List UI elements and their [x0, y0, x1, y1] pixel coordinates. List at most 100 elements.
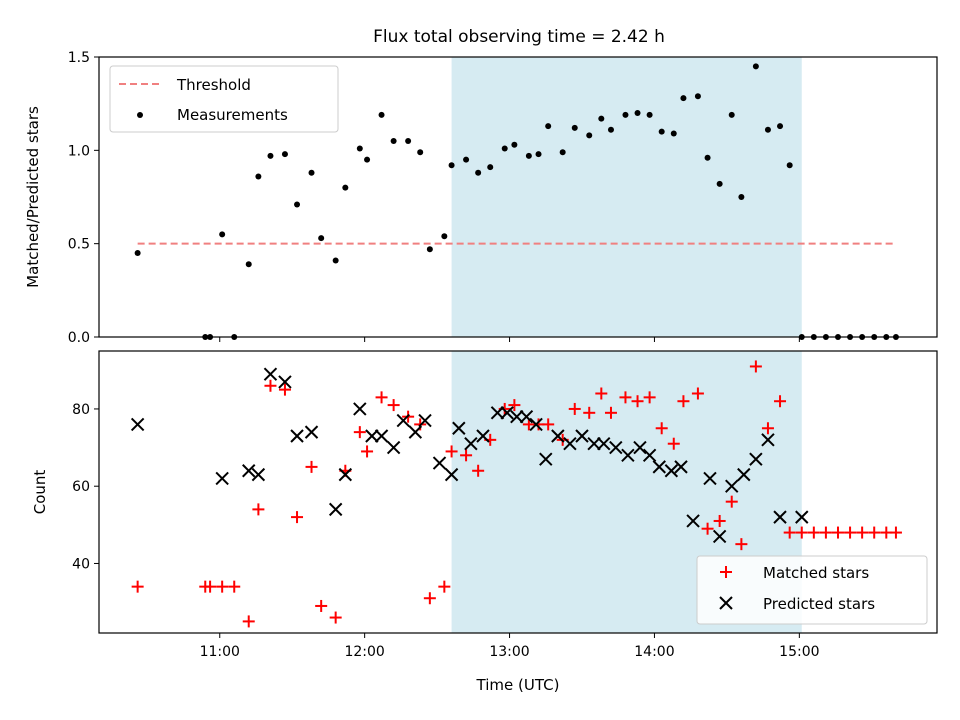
predicted-star-point: [490, 406, 505, 420]
measurement-point: [545, 123, 552, 130]
measurement-point: [219, 231, 226, 238]
predicted-star-point: [795, 510, 809, 524]
measurement-point: [475, 169, 482, 176]
predicted-star-point: [353, 402, 367, 416]
matched-star-point: [677, 395, 690, 408]
predicted-star-point: [374, 429, 389, 443]
predicted-star-point: [587, 437, 601, 451]
matched-star-point: [631, 395, 644, 408]
predicted-star-point: [418, 413, 432, 428]
matched-star-point: [604, 406, 617, 419]
matched-star-point: [264, 379, 277, 392]
measurement-point: [134, 250, 141, 256]
measurement-point: [525, 152, 532, 159]
predicted-star-point: [290, 429, 304, 443]
bottom-legend: Matched stars Predicted stars: [696, 555, 928, 625]
predicted-star-point: [551, 429, 565, 443]
top-y-ticks: 0.0 0.5 1.0 1.5: [68, 50, 99, 346]
predicted-star-point: [664, 464, 679, 478]
predicted-star-point: [563, 437, 577, 451]
measurement-point: [463, 156, 470, 163]
matched-star-point: [643, 391, 656, 404]
measurement-point: [255, 173, 262, 180]
predicted-star-point: [476, 429, 490, 443]
matched-star-point: [228, 580, 241, 593]
legend-matched-label: Matched stars: [763, 564, 869, 582]
predicted-star-point: [539, 452, 553, 466]
matched-star-point: [387, 399, 400, 412]
predicted-star-point: [386, 440, 401, 455]
matched-star-point: [252, 503, 265, 516]
matched-star-point: [438, 580, 451, 593]
legend-matched-marker: [720, 566, 732, 578]
bottom-axes-frame: [98, 350, 938, 634]
predicted-star-point: [365, 429, 379, 443]
matched-star-point: [619, 391, 632, 404]
predicted-star-point: [621, 448, 635, 463]
matched-star-point: [216, 580, 229, 593]
predicted-star-point: [396, 413, 410, 428]
predicted-star-point: [452, 421, 466, 435]
bottom-y-tick-label: 80: [72, 402, 90, 418]
matched-star-point: [725, 495, 738, 508]
top-x-ticks: [219, 337, 800, 342]
matched-star-point: [568, 402, 581, 415]
matched-star-point: [329, 611, 342, 624]
x-tick-label: 12:00: [344, 644, 384, 660]
legend-predicted-marker: [719, 596, 733, 610]
matched-star-point: [889, 526, 902, 539]
matched-star-point: [583, 406, 596, 419]
measurement-point: [571, 124, 578, 131]
matched-star-point: [783, 526, 796, 539]
measurement-point: [680, 95, 687, 102]
predicted-star-point: [712, 529, 727, 544]
measurement-point: [764, 126, 771, 133]
matched-star-point: [844, 526, 857, 539]
top-axes-frame: [98, 56, 938, 338]
matched-star-point: [242, 615, 255, 628]
matched-star-point: [701, 522, 714, 535]
predicted-star-point: [338, 467, 353, 482]
predicted-star-point: [500, 406, 514, 420]
matched-star-point: [807, 526, 820, 539]
measurement-point: [586, 132, 593, 139]
matched-star-point: [445, 445, 458, 458]
matched-star-point: [278, 383, 291, 396]
matched-star-point: [131, 580, 144, 593]
measurement-point: [607, 126, 614, 133]
top-y-axis-label: Matched/Predicted stars: [24, 106, 42, 288]
measurement-point: [318, 235, 325, 242]
matched-star-point: [749, 360, 762, 373]
legend-predicted-label: Predicted stars: [763, 595, 875, 613]
predicted-star-point: [529, 417, 543, 432]
measurement-point: [646, 111, 653, 118]
measurement-point: [511, 141, 518, 148]
measurement-point: [487, 164, 494, 171]
top-y-tick-label: 1.5: [68, 50, 90, 66]
matched-star-point: [819, 526, 832, 539]
bottom-x-ticks: 11:00 12:00 13:00 14:00 15:00: [200, 633, 820, 660]
observing-window-span-top: [451, 57, 802, 337]
matched-star-point: [774, 395, 787, 408]
predicted-star-point: [761, 433, 775, 447]
matched-star-point: [795, 526, 808, 539]
top-y-tick-label: 1.0: [68, 143, 90, 159]
predicted-star-point: [278, 375, 292, 389]
predicted-star-point: [510, 409, 524, 424]
measurement-point: [752, 63, 759, 70]
predicted-star-point: [444, 467, 459, 482]
measurement-point: [332, 257, 339, 264]
measurement-point: [417, 149, 424, 156]
measurement-point: [281, 151, 288, 158]
predicted-star-point: [633, 440, 647, 455]
matched-star-point: [542, 418, 555, 431]
measurement-point: [634, 110, 641, 116]
chart-title: Flux total observing time = 2.42 h: [373, 27, 665, 47]
predicted-star-point: [519, 409, 534, 424]
measurement-point: [405, 138, 412, 144]
predicted-star-point: [432, 456, 447, 470]
predicted-star-point: [773, 510, 787, 524]
matched-star-point: [353, 426, 366, 439]
measurement-point: [426, 246, 433, 253]
predicted-star-point: [725, 479, 739, 493]
